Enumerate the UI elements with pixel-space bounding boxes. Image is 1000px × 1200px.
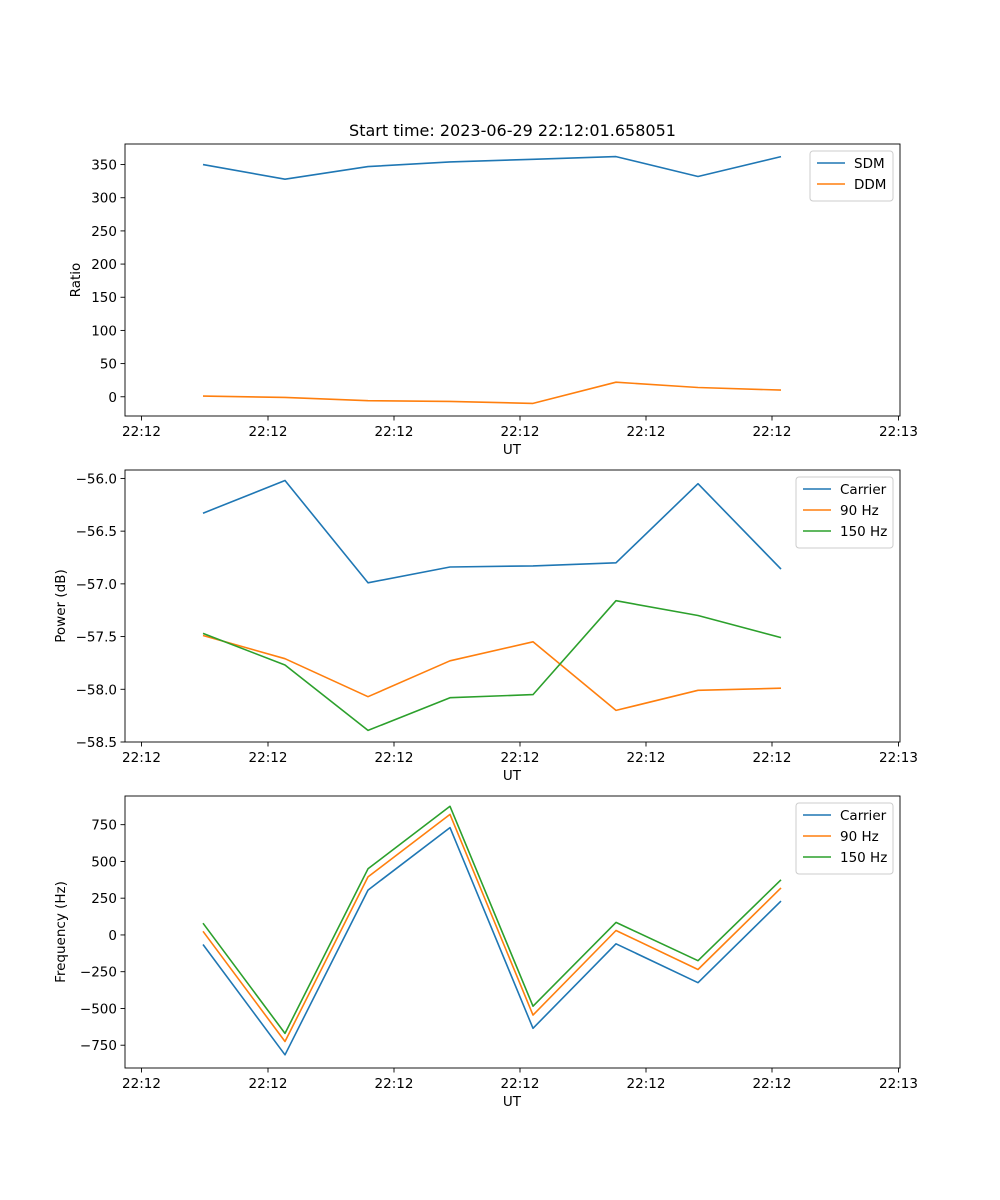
x-axis-label: UT bbox=[503, 768, 522, 784]
series-line-150-hz bbox=[202, 805, 782, 1035]
x-tick-label: 22:12 bbox=[627, 1076, 666, 1092]
legend-label: SDM bbox=[854, 156, 885, 172]
x-tick-label: 22:12 bbox=[753, 1076, 792, 1092]
y-tick-label: 500 bbox=[91, 854, 117, 870]
y-tick-label: −56.0 bbox=[76, 471, 117, 487]
y-tick-label: −500 bbox=[80, 1001, 117, 1017]
series-line-150-hz bbox=[202, 599, 782, 732]
y-axis-label: Ratio bbox=[68, 263, 84, 298]
x-tick-label: 22:12 bbox=[122, 750, 161, 766]
x-tick-label: 22:12 bbox=[753, 750, 792, 766]
y-tick-label: −750 bbox=[80, 1038, 117, 1054]
y-tick-label: −57.5 bbox=[76, 630, 117, 646]
legend-label: 90 Hz bbox=[840, 829, 879, 845]
y-tick-label: 50 bbox=[100, 357, 117, 373]
y-tick-label: −56.5 bbox=[76, 524, 117, 540]
x-tick-label: 22:13 bbox=[879, 424, 918, 440]
y-tick-label: 200 bbox=[91, 257, 117, 273]
x-tick-label: 22:12 bbox=[375, 750, 414, 766]
y-tick-label: 250 bbox=[91, 891, 117, 907]
x-tick-label: 22:12 bbox=[122, 1076, 161, 1092]
x-tick-label: 22:12 bbox=[501, 424, 540, 440]
y-tick-label: −57.0 bbox=[76, 577, 117, 593]
x-tick-label: 22:12 bbox=[501, 750, 540, 766]
chart-panel-1: 22:12 22:12 22:12 22:12 22:12 22:12 22:13 0 50 10… bbox=[68, 143, 918, 458]
x-tick-label: 22:12 bbox=[249, 424, 288, 440]
series-line-carrier bbox=[202, 479, 782, 584]
axes-frame bbox=[124, 143, 901, 417]
legend-label: Carrier bbox=[840, 808, 887, 824]
legend: SDM DDM bbox=[809, 150, 894, 202]
x-tick-label: 22:12 bbox=[249, 750, 288, 766]
y-axis-label: Frequency (Hz) bbox=[53, 881, 69, 983]
legend-label: 90 Hz bbox=[840, 503, 879, 519]
y-tick-label: −58.0 bbox=[76, 682, 117, 698]
x-tick-label: 22:12 bbox=[627, 750, 666, 766]
y-tick-label: 250 bbox=[91, 224, 117, 240]
y-tick-label: 0 bbox=[108, 928, 117, 944]
x-axis-label: UT bbox=[503, 442, 522, 458]
legend-label: 150 Hz bbox=[840, 850, 887, 866]
x-tick-label: 22:12 bbox=[122, 424, 161, 440]
x-tick-label: 22:13 bbox=[879, 750, 918, 766]
series-line-90-hz bbox=[202, 813, 782, 1043]
x-tick-label: 22:12 bbox=[375, 1076, 414, 1092]
x-tick-label: 22:12 bbox=[501, 1076, 540, 1092]
legend-label: Carrier bbox=[840, 482, 887, 498]
x-tick-label: 22:12 bbox=[249, 1076, 288, 1092]
x-axis-label: UT bbox=[503, 1094, 522, 1110]
y-tick-label: 300 bbox=[91, 191, 117, 207]
y-axis-label: Power (dB) bbox=[53, 569, 69, 642]
y-tick-label: −58.5 bbox=[76, 735, 117, 751]
y-tick-label: 150 bbox=[91, 290, 117, 306]
chart-panel-2: 22:12 22:12 22:12 22:12 22:12 22:12 22:13 −58.5… bbox=[53, 469, 918, 784]
legend: Carrier 90 Hz 150 Hz bbox=[795, 476, 894, 549]
legend-label: DDM bbox=[854, 177, 886, 193]
y-tick-label: 750 bbox=[91, 818, 117, 834]
y-tick-label: 100 bbox=[91, 323, 117, 339]
axes-frame bbox=[124, 469, 901, 743]
x-tick-label: 22:13 bbox=[879, 1076, 918, 1092]
series-line-ddm bbox=[202, 381, 782, 405]
x-tick-label: 22:12 bbox=[375, 424, 414, 440]
axes-frame bbox=[124, 795, 901, 1069]
x-tick-label: 22:12 bbox=[627, 424, 666, 440]
legend: Carrier 90 Hz 150 Hz bbox=[795, 802, 894, 875]
chart-panel-3: 22:12 22:12 22:12 22:12 22:12 22:12 22:13 −750 −… bbox=[53, 795, 918, 1110]
y-tick-label: 0 bbox=[108, 390, 117, 406]
legend-label: 150 Hz bbox=[840, 524, 887, 540]
series-line-sdm bbox=[202, 155, 782, 180]
figure-title: Start time: 2023-06-29 22:12:01.658051 bbox=[349, 121, 676, 140]
series-line-90-hz bbox=[202, 634, 782, 712]
x-tick-label: 22:12 bbox=[753, 424, 792, 440]
y-tick-label: 350 bbox=[91, 158, 117, 174]
y-tick-label: −250 bbox=[80, 965, 117, 981]
series-line-carrier bbox=[202, 826, 782, 1056]
